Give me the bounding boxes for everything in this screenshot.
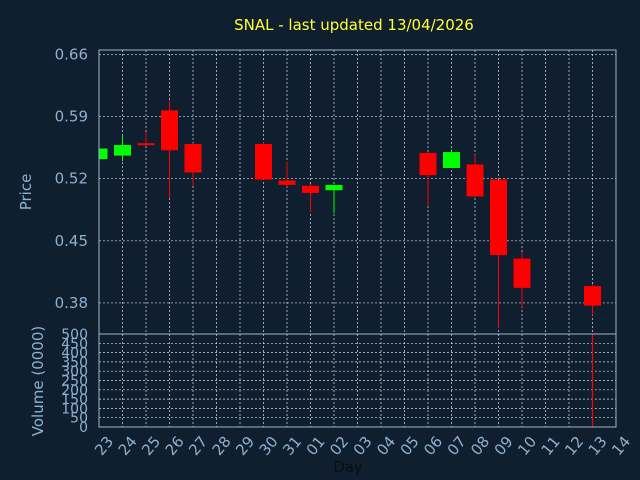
candle-body — [513, 258, 531, 288]
x-tick-label: 31 — [279, 433, 305, 459]
candle — [255, 142, 272, 180]
volume-tick-label: 450 — [61, 336, 88, 352]
x-tick-label: 03 — [350, 433, 376, 459]
x-tick-label: 26 — [162, 433, 188, 459]
volume-grid — [99, 334, 616, 427]
x-tick-label: 13 — [585, 433, 611, 459]
price-grid — [99, 50, 616, 334]
x-tick-label: 10 — [514, 433, 540, 459]
chart-title: SNAL - last updated 13/04/2026 — [234, 16, 474, 34]
candle-body — [161, 110, 178, 151]
volume-tick-label: 400 — [61, 346, 88, 362]
x-tick-label: 05 — [397, 433, 423, 459]
candle-body — [325, 184, 343, 191]
candle-body — [419, 152, 437, 176]
candle-body — [114, 144, 131, 156]
candle — [184, 143, 202, 186]
x-tick-label: 12 — [561, 433, 587, 459]
x-tick-label: 23 — [91, 433, 117, 459]
x-tick-label: 11 — [538, 433, 564, 459]
price-panel: 0.66 0.59 0.52 0.45 0.38 — [55, 45, 617, 335]
candle — [278, 161, 296, 187]
candle — [98, 146, 108, 161]
candle — [114, 134, 131, 161]
y-tick-label: 0.52 — [55, 170, 88, 188]
volume-tick-label: 200 — [61, 383, 88, 399]
x-tick-label: 09 — [491, 433, 517, 459]
candle-body — [443, 152, 460, 169]
volume-tick-label: 50 — [70, 411, 88, 427]
x-tick-label: 07 — [444, 433, 470, 459]
candle-body — [490, 179, 507, 256]
x-tick-label: 30 — [256, 433, 282, 459]
x-ticks: 2324252627282930310102030405060708091011… — [91, 433, 634, 459]
candle — [302, 184, 319, 213]
x-tick-label: 27 — [185, 433, 211, 459]
candle — [584, 284, 601, 316]
x-tick-label: 02 — [326, 433, 352, 459]
y-tick-label: 0.66 — [55, 45, 88, 63]
candle — [443, 149, 460, 169]
candle — [419, 152, 437, 206]
x-tick-label: 24 — [115, 433, 141, 459]
x-tick-label: 28 — [209, 433, 235, 459]
volume-tick-label: 350 — [61, 355, 88, 371]
candle-body — [184, 144, 202, 173]
x-tick-label: 29 — [232, 433, 258, 459]
x-tick-label: 14 — [608, 433, 634, 459]
volume-frame — [98, 333, 617, 428]
x-tick-label: 06 — [420, 433, 446, 459]
candle — [137, 132, 155, 146]
x-tick-label: 25 — [138, 433, 164, 459]
candle-body — [278, 180, 296, 185]
volume-tick-label: 0 — [79, 420, 88, 436]
volume-tick-label: 150 — [61, 392, 88, 408]
candle-body — [466, 164, 484, 197]
y-tick-label: 0.59 — [55, 108, 88, 126]
candle-body — [584, 286, 601, 306]
volume-tick-label: 250 — [61, 374, 88, 390]
y-axis-label: Price — [17, 174, 35, 211]
candle-body — [302, 185, 319, 193]
candle-body — [137, 143, 155, 146]
y-tick-label: 0.45 — [55, 232, 88, 250]
x-tick-label: 01 — [303, 433, 329, 459]
x-axis-label: Day — [333, 458, 363, 476]
candle — [325, 184, 343, 214]
volume-tick-label: 500 — [61, 327, 88, 343]
candle — [490, 179, 507, 328]
volume-tick-label: 300 — [61, 364, 88, 380]
volume-tick-label: 100 — [61, 401, 88, 417]
candle — [513, 252, 531, 308]
volume-axis-label: Volume (0000) — [29, 326, 47, 436]
price-y-ticks: 0.66 0.59 0.52 0.45 0.38 — [55, 45, 88, 312]
candles — [98, 100, 601, 328]
y-tick-label: 0.38 — [55, 294, 88, 312]
candle-body — [255, 144, 272, 180]
candle — [161, 100, 178, 199]
candle-body — [99, 148, 108, 160]
x-tick-label: 08 — [467, 433, 493, 459]
x-tick-label: 04 — [373, 433, 399, 459]
candle — [466, 154, 484, 198]
